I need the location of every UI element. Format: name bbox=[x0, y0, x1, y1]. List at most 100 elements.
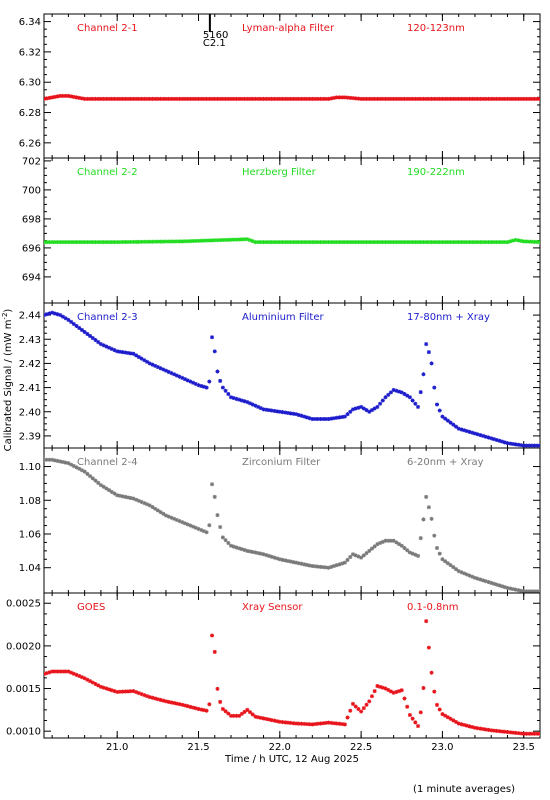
data-point bbox=[234, 396, 239, 401]
data-point bbox=[147, 361, 152, 366]
data-point bbox=[302, 240, 307, 245]
data-point bbox=[440, 557, 445, 562]
data-point bbox=[74, 323, 79, 328]
data-point bbox=[310, 722, 315, 727]
data-point bbox=[391, 388, 396, 392]
data-point bbox=[107, 345, 112, 350]
data-point bbox=[158, 239, 163, 244]
data-point bbox=[212, 96, 217, 101]
data-point bbox=[416, 404, 421, 409]
data-point bbox=[250, 549, 255, 554]
y-tick-label: 2.39 bbox=[19, 431, 41, 442]
data-point bbox=[516, 731, 521, 736]
data-point bbox=[464, 96, 469, 101]
data-point bbox=[55, 94, 60, 99]
data-point bbox=[337, 240, 342, 245]
data-point bbox=[475, 576, 480, 581]
data-point bbox=[288, 559, 293, 564]
data-point bbox=[342, 560, 347, 565]
data-point bbox=[74, 672, 79, 677]
data-point bbox=[443, 416, 448, 421]
data-point bbox=[367, 548, 372, 553]
data-point bbox=[418, 390, 423, 395]
data-point bbox=[378, 96, 383, 101]
panel-frame bbox=[43, 157, 541, 304]
data-point bbox=[519, 443, 524, 448]
data-point bbox=[126, 495, 131, 500]
data-point bbox=[342, 722, 347, 727]
data-point bbox=[63, 316, 68, 321]
data-point bbox=[367, 699, 372, 704]
data-point bbox=[163, 96, 168, 101]
data-point bbox=[155, 365, 160, 370]
data-point bbox=[402, 96, 407, 101]
data-point bbox=[348, 240, 353, 245]
data-point bbox=[266, 96, 271, 101]
data-point bbox=[380, 685, 385, 690]
x-tick-label: 21.5 bbox=[187, 742, 209, 753]
data-point bbox=[321, 721, 326, 726]
data-point bbox=[147, 695, 152, 700]
band-label: 190-222nm bbox=[407, 167, 465, 178]
panel-4: 1.04 1.06 1.08 1.10 Channel 2-4 Zirconium Fil… bbox=[19, 447, 541, 594]
data-point bbox=[356, 96, 361, 101]
data-point bbox=[502, 240, 507, 245]
data-point bbox=[177, 702, 182, 707]
data-point bbox=[266, 717, 271, 722]
data-point bbox=[55, 312, 60, 317]
filter-label: Aluminium Filter bbox=[242, 312, 325, 323]
data-point bbox=[90, 680, 95, 685]
data-point bbox=[340, 414, 345, 419]
data-point bbox=[456, 240, 461, 245]
band-label: 0.1-0.8nm bbox=[407, 602, 459, 613]
data-point bbox=[296, 240, 301, 245]
data-point bbox=[413, 96, 418, 101]
data-point bbox=[397, 389, 402, 394]
data-point bbox=[416, 240, 421, 245]
data-point bbox=[304, 562, 309, 567]
data-point bbox=[229, 543, 234, 548]
data-point bbox=[302, 721, 307, 726]
data-point bbox=[462, 722, 467, 727]
data-point bbox=[93, 478, 98, 483]
data-point bbox=[123, 689, 128, 694]
panel-2: 694 696 698 700 702 Channel 2-2 Herzberg Filte… bbox=[22, 156, 541, 304]
data-point bbox=[120, 96, 125, 101]
data-point bbox=[90, 336, 95, 341]
data-point bbox=[242, 548, 247, 553]
data-point bbox=[150, 695, 155, 700]
data-point bbox=[231, 544, 236, 549]
data-point bbox=[245, 707, 250, 712]
data-point bbox=[535, 443, 540, 448]
data-point bbox=[535, 239, 540, 244]
data-point bbox=[101, 685, 106, 690]
data-point bbox=[210, 335, 215, 340]
data-point bbox=[440, 240, 445, 245]
data-point bbox=[52, 94, 57, 99]
data-point bbox=[538, 443, 540, 448]
data-point bbox=[391, 96, 396, 101]
data-point bbox=[288, 411, 293, 416]
data-point bbox=[144, 239, 149, 244]
data-point bbox=[429, 516, 434, 521]
data-point bbox=[494, 240, 499, 245]
data-point bbox=[253, 403, 258, 408]
data-point bbox=[210, 238, 215, 243]
data-point bbox=[174, 96, 179, 101]
data-point bbox=[66, 240, 71, 245]
data-point bbox=[174, 239, 179, 244]
data-point bbox=[155, 96, 160, 101]
data-point bbox=[369, 240, 374, 245]
data-point bbox=[407, 96, 412, 101]
channel-label: GOES bbox=[77, 602, 105, 613]
y-tick-label: 0.0020 bbox=[6, 641, 41, 652]
data-point bbox=[44, 240, 49, 245]
panel-frame bbox=[43, 302, 541, 449]
data-point bbox=[245, 96, 250, 101]
data-point bbox=[483, 96, 488, 101]
data-point bbox=[521, 443, 526, 448]
data-point bbox=[115, 240, 120, 245]
data-point bbox=[299, 240, 304, 245]
data-point bbox=[315, 721, 320, 726]
data-point bbox=[266, 240, 271, 245]
